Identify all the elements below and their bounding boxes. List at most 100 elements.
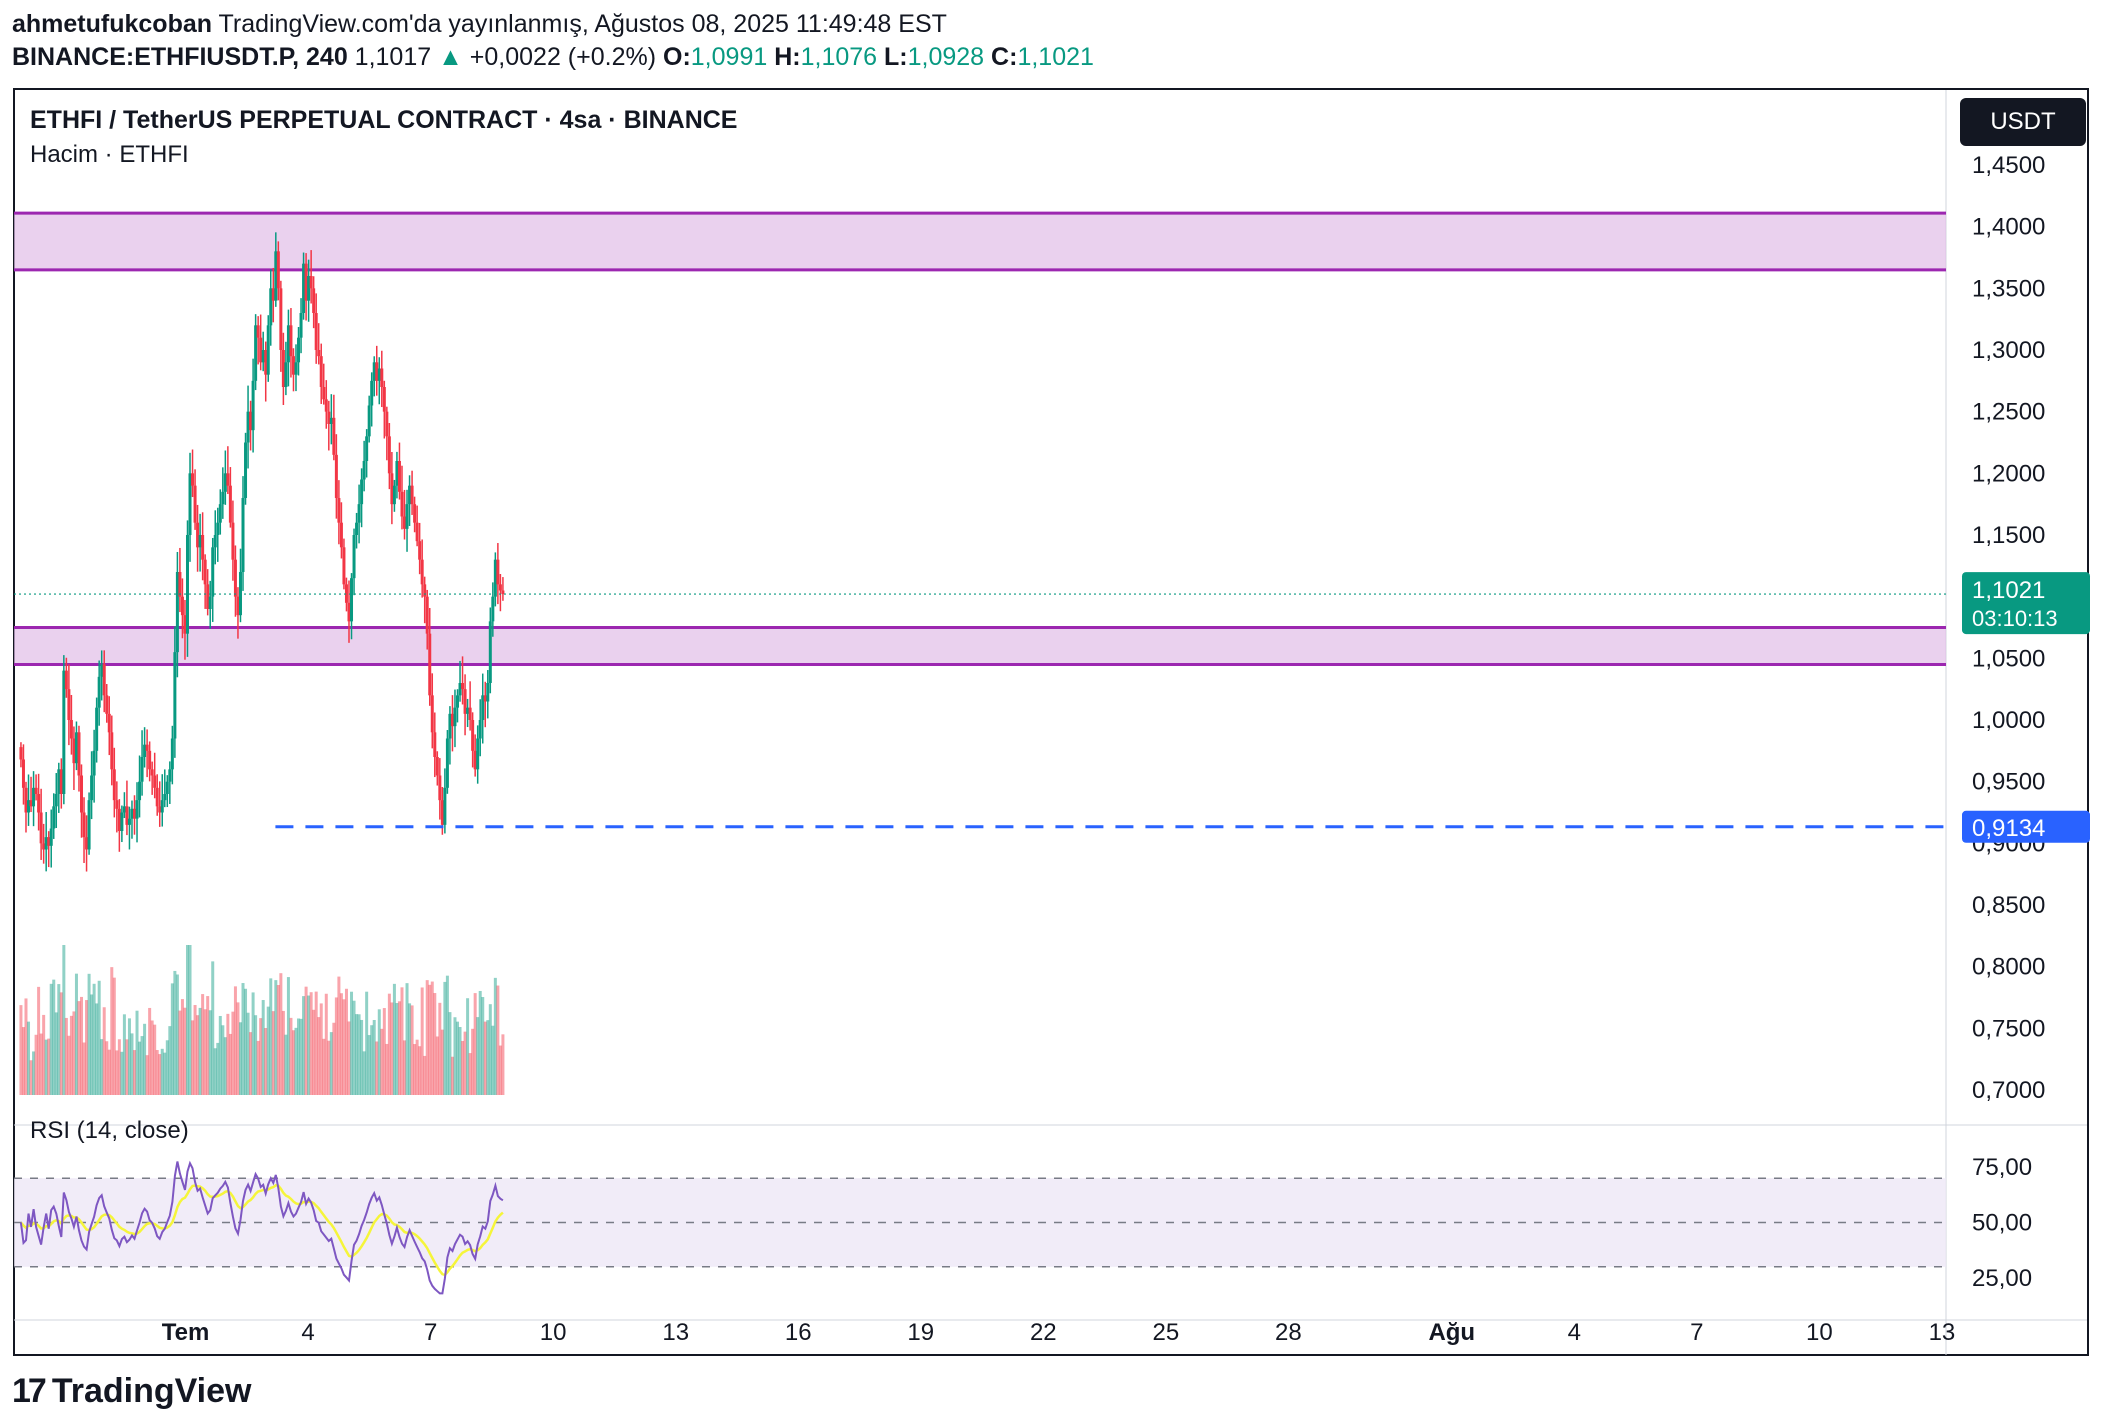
volume-bar [332, 1022, 336, 1095]
candle-body [408, 485, 412, 505]
candle-body [405, 504, 409, 529]
time-tick-label: 25 [1152, 1319, 1179, 1346]
time-tick-label: 7 [1690, 1319, 1703, 1346]
candle-body [342, 547, 346, 585]
candle-body [24, 787, 28, 813]
volume-bar [87, 973, 91, 1095]
volume-bar [395, 1003, 399, 1095]
volume-bar [42, 1014, 46, 1095]
volume-bar [120, 1051, 124, 1095]
volume-bar [438, 1002, 442, 1095]
volume-bar [355, 1014, 359, 1095]
candle-body [196, 522, 200, 548]
currency-button[interactable]: USDT [1960, 98, 2086, 146]
time-tick-label: 10 [1806, 1319, 1833, 1346]
volume-bar [122, 1014, 126, 1095]
volume-bar [307, 995, 311, 1095]
volume-bar [471, 1028, 475, 1095]
volume-bar [299, 1018, 303, 1095]
support-price-tag [1962, 810, 2090, 843]
candle-body [112, 769, 116, 801]
candle-body [473, 750, 477, 770]
candle-body [415, 522, 419, 542]
volume-bar [302, 996, 306, 1095]
volume-bar [29, 1060, 33, 1095]
volume-bar [486, 1020, 490, 1095]
volume-bar [385, 1043, 389, 1095]
volume-bar [59, 992, 63, 1095]
resistance-zone-1 [14, 627, 1946, 665]
candle-body [289, 325, 293, 357]
volume-bar [408, 1003, 412, 1095]
volume-bar [173, 970, 177, 1095]
volume-bar [466, 998, 470, 1095]
footer-brand[interactable]: 17 TradingView [12, 1372, 251, 1411]
volume-bar [430, 981, 434, 1095]
volume-bar [165, 1040, 169, 1095]
candle-body [322, 387, 326, 400]
volume-bar [80, 996, 84, 1095]
volume-bar [226, 1013, 230, 1095]
close-value: 1,1021 [1017, 43, 1094, 71]
symbol-label: BINANCE:ETHFIUSDT.P, 240 [12, 43, 348, 71]
candle-body [382, 387, 386, 412]
volume-bar [319, 1003, 323, 1095]
volume-bar [69, 1015, 73, 1095]
footer-brand-text: TradingView [51, 1372, 252, 1410]
candle-body [208, 596, 212, 609]
candle-body [34, 787, 38, 794]
candle-body [302, 263, 306, 313]
price-tick-label: 1,4500 [1972, 152, 2045, 179]
volume-bar [211, 961, 215, 1095]
volume-bar [54, 1012, 58, 1095]
candle-body [29, 800, 33, 807]
volume-bar [168, 1026, 172, 1095]
candle-body [67, 689, 71, 720]
volume-bar [37, 986, 41, 1095]
candle-body [377, 368, 381, 381]
candle-body [360, 479, 364, 505]
volume-bar [52, 979, 56, 1095]
volume-bar [284, 1034, 288, 1095]
publication-line: ahmetufukcoban TradingView.com'da yayınl… [12, 10, 947, 39]
candle-body [387, 436, 391, 474]
low-value: 1,0928 [907, 43, 985, 71]
volume-bar [132, 1050, 136, 1095]
candle-body [458, 683, 462, 696]
candle-body [291, 356, 295, 375]
candle-body [461, 683, 465, 690]
volume-bar [488, 1004, 492, 1095]
volume-bar [314, 991, 318, 1095]
candle-body [491, 596, 495, 622]
volume-bar [276, 985, 280, 1095]
candle-body [435, 757, 439, 776]
candle-body [241, 498, 245, 572]
candle-body [418, 541, 422, 560]
volume-bar [231, 1011, 235, 1095]
candle-body [95, 707, 99, 751]
candle-body [428, 633, 432, 696]
time-tick-label: 10 [540, 1319, 567, 1346]
candle-body [284, 362, 288, 387]
candle-body [191, 473, 195, 486]
candle-body [201, 535, 205, 560]
volume-bar [148, 1007, 152, 1095]
candle-body [347, 602, 351, 622]
rsi-line [19, 1160, 504, 1295]
candle-body [143, 744, 147, 757]
rsi-tick-label: 50,00 [1972, 1210, 2032, 1237]
volume-bar [112, 977, 116, 1095]
tradingview-logo-icon: 17 [12, 1372, 47, 1410]
volume-bar [57, 984, 61, 1095]
open-value: 1,0991 [690, 43, 768, 71]
price-tick-label: 1,0000 [1972, 707, 2045, 734]
candle-body [466, 707, 470, 714]
candle-body [337, 498, 341, 523]
volume-bar [496, 985, 500, 1095]
chart-frame[interactable] [13, 88, 2089, 1356]
candle-body [138, 781, 142, 801]
candle-body [483, 695, 487, 702]
author-name[interactable]: ahmetufukcoban [12, 10, 213, 38]
volume-bar [410, 1005, 414, 1095]
